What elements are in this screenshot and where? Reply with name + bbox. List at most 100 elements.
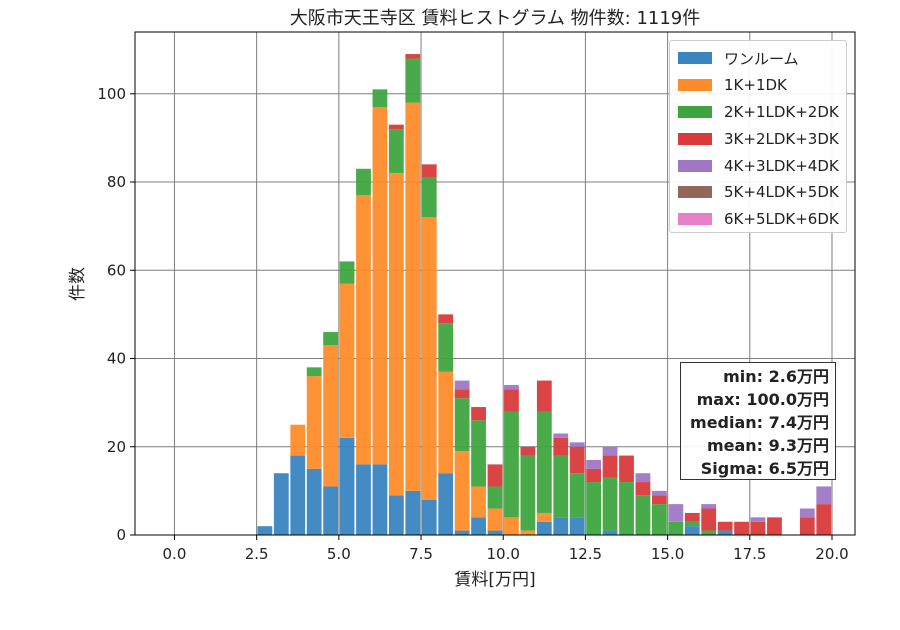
- bar-segment-1-bin-22: [602, 530, 618, 535]
- y-tick-label: 80: [107, 173, 126, 191]
- legend-item-2: 2K+1LDK+2DK: [678, 99, 839, 126]
- bar-segment-5-bin-21: [586, 459, 602, 469]
- legend-label: 1K+1DK: [724, 76, 787, 95]
- bar-segment-4-bin-18: [536, 380, 552, 412]
- bar-segment-4-bin-9: [388, 124, 404, 130]
- bar-segment-3-bin-16: [504, 411, 519, 518]
- bar-segment-5-bin-13: [454, 380, 470, 390]
- bar-segment-3-bin-9: [388, 129, 404, 174]
- plot-frame: [134, 31, 856, 536]
- bar-segment-4-bin-21: [586, 468, 602, 483]
- x-tick-label: 0.0: [163, 545, 187, 563]
- bar-segment-3-bin-17: [520, 455, 536, 531]
- bar-segment-5-bin-16: [504, 384, 519, 390]
- bar-segment-4-bin-31: [750, 521, 766, 535]
- bar-segment-4-bin-10: [405, 54, 421, 59]
- bar-segment-3-bin-26: [668, 521, 684, 535]
- bar-segment-5-bin-26: [668, 504, 684, 522]
- bar-segment-4-bin-24: [635, 482, 651, 496]
- bar-segment-5-bin-28: [701, 504, 717, 509]
- bar-segment-1-bin-18: [536, 521, 552, 535]
- x-tick-label: 12.5: [569, 545, 602, 563]
- bar-segment-1-bin-27: [684, 526, 700, 535]
- bar-segment-4-bin-14: [471, 407, 486, 421]
- bar-segment-3-bin-28: [701, 530, 717, 535]
- legend-swatch: [678, 159, 712, 172]
- bar-segment-2-bin-16: [504, 517, 519, 535]
- bar-segment-3-bin-15: [487, 486, 503, 509]
- bar-segment-4-bin-35: [816, 504, 832, 535]
- bar-segment-3-bin-18: [536, 411, 552, 513]
- bar-segment-3-bin-23: [619, 482, 634, 535]
- y-axis-label: 件数: [68, 267, 88, 301]
- bar-segment-2-bin-4: [306, 376, 322, 469]
- bar-segment-4-bin-17: [520, 446, 536, 456]
- bar-segment-5-bin-25: [651, 490, 667, 496]
- bar-segment-1-bin-9: [388, 495, 404, 535]
- bar-segment-1-bin-5: [323, 486, 339, 535]
- x-tick-label: 15.0: [651, 545, 684, 563]
- legend-swatch: [678, 105, 712, 118]
- legend-swatch: [678, 79, 712, 92]
- axis-ticks: 0.0 2.5 5.0 7.5 10.0 12.5 15.0 17.5 20.0 0 20 40 60 8…: [97, 85, 848, 563]
- bar-segment-2-bin-11: [421, 217, 437, 500]
- legend-item-4: 4K+3LDK+4DK: [678, 152, 839, 179]
- bar-segment-4-bin-15: [487, 464, 503, 487]
- legend-swatch: [678, 186, 712, 199]
- bar-segment-3-bin-21: [586, 482, 602, 535]
- bar-segment-1-bin-29: [717, 530, 733, 535]
- bar-segment-5-bin-22: [602, 446, 618, 456]
- legend-item-6: 6K+5LDK+6DK: [678, 206, 839, 233]
- legend-item-1: 1K+1DK: [678, 72, 838, 99]
- bar-segment-1-bin-20: [569, 517, 585, 535]
- bar-segment-1-bin-2: [273, 473, 289, 535]
- bar-segment-4-bin-25: [651, 495, 667, 505]
- stat-max: max: 100.0万円: [696, 390, 829, 409]
- bar-segment-3-bin-14: [471, 420, 486, 487]
- bar-segment-3-bin-4: [306, 367, 322, 377]
- bar-segment-1-bin-4: [306, 468, 322, 535]
- bar-segment-2-bin-15: [487, 508, 503, 531]
- bar-segment-5-bin-20: [569, 442, 585, 447]
- bar-segment-3-bin-6: [339, 261, 355, 284]
- legend-item-3: 3K+2LDK+3DK: [678, 125, 839, 152]
- bar-segment-3-bin-22: [602, 477, 618, 531]
- bar-segment-5-bin-34: [799, 508, 815, 518]
- x-tick-label: 17.5: [733, 545, 766, 563]
- stat-sigma: Sigma: 6.5万円: [700, 459, 829, 478]
- bar-segment-2-bin-3: [290, 424, 306, 456]
- stat-median: median: 7.4万円: [690, 413, 829, 432]
- bar-segment-3-bin-5: [323, 332, 339, 346]
- legend-label: 4K+3LDK+4DK: [724, 156, 839, 175]
- bar-segment-1-bin-8: [372, 464, 388, 535]
- bar-segment-1-bin-6: [339, 437, 355, 535]
- bar-segment-4-bin-20: [569, 446, 585, 474]
- bar-segment-1-bin-10: [405, 490, 421, 535]
- bar-segment-2-bin-12: [438, 371, 454, 474]
- x-tick-label: 10.0: [487, 545, 520, 563]
- legend-label: 3K+2LDK+3DK: [724, 129, 839, 148]
- stats-box: min: 2.6万円 max: 100.0万円 median: 7.4万円 me…: [680, 362, 836, 480]
- legend-label: 5K+4LDK+5DK: [724, 183, 839, 202]
- bar-segment-4-bin-12: [438, 314, 454, 324]
- bar-segment-2-bin-13: [454, 451, 470, 531]
- x-tick-label: 5.0: [327, 545, 351, 563]
- y-tick-label: 40: [107, 350, 126, 368]
- legend-label: ワンルーム: [724, 49, 799, 68]
- bar-segment-4-bin-19: [553, 437, 569, 456]
- bar-segment-5-bin-19: [553, 433, 569, 438]
- x-tick-label: 20.0: [815, 545, 848, 563]
- legend-item-0: ワンルーム: [678, 45, 838, 72]
- bar-segment-2-bin-5: [323, 345, 339, 487]
- bar-segment-1-bin-1: [257, 526, 273, 535]
- bar-segment-2-bin-9: [388, 173, 404, 496]
- bar-segment-1-bin-15: [487, 530, 503, 535]
- bar-segment-2-bin-17: [520, 530, 536, 535]
- bar-segment-3-bin-11: [421, 177, 437, 218]
- x-tick-label: 2.5: [245, 545, 269, 563]
- legend-swatch: [678, 132, 712, 145]
- bar-segment-2-bin-10: [405, 102, 421, 491]
- bar-segment-2-bin-14: [471, 486, 486, 518]
- bar-segment-3-bin-7: [356, 168, 371, 196]
- bar-segment-3-bin-12: [438, 323, 454, 372]
